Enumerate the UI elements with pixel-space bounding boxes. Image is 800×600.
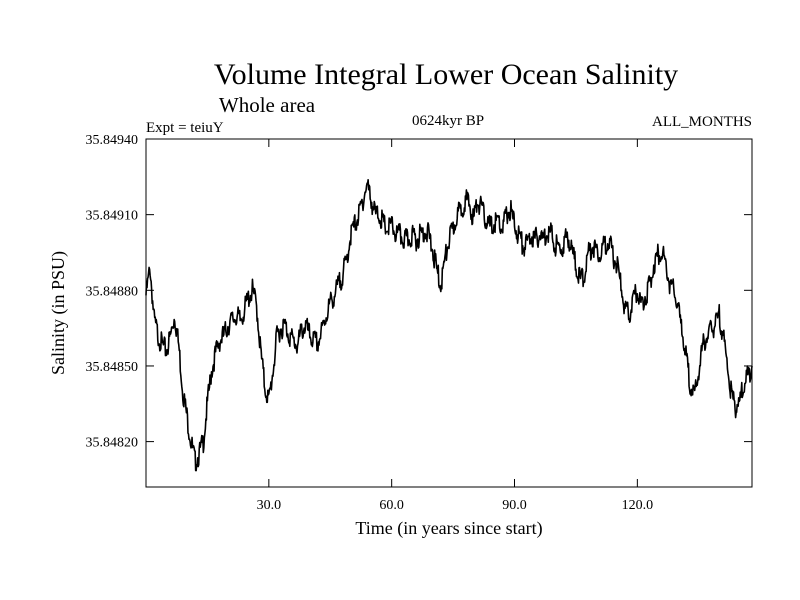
- y-tick-label: 35.84820: [86, 436, 139, 451]
- period-label: 0624kyr BP: [412, 113, 484, 129]
- plot-frame: [145, 138, 753, 488]
- chart-subtitle: Whole area: [219, 93, 316, 117]
- x-tick-label: 60.0: [379, 498, 404, 513]
- x-axis-ticks: 30.0 60.0 90.0 120.0: [257, 139, 654, 513]
- y-axis-label: Salinity (in PSU): [48, 251, 69, 375]
- y-tick-label: 35.84880: [86, 284, 139, 299]
- x-tick-label: 120.0: [622, 498, 654, 513]
- y-tick-label: 35.84940: [86, 133, 139, 148]
- x-tick-label: 90.0: [502, 498, 527, 513]
- months-label: ALL_MONTHS: [652, 114, 752, 130]
- y-axis-ticks: 35.84820 35.84850 35.84880 35.84910 35.84940: [86, 133, 752, 451]
- x-axis-label: Time (in years since start): [355, 518, 542, 539]
- salinity-series-line: [145, 178, 753, 472]
- chart-title: Volume Integral Lower Ocean Salinity: [214, 58, 678, 91]
- x-tick-label: 30.0: [257, 498, 282, 513]
- y-tick-label: 35.84850: [86, 360, 139, 375]
- y-tick-label: 35.84910: [86, 209, 139, 224]
- experiment-label: Expt = teiuY: [146, 120, 224, 136]
